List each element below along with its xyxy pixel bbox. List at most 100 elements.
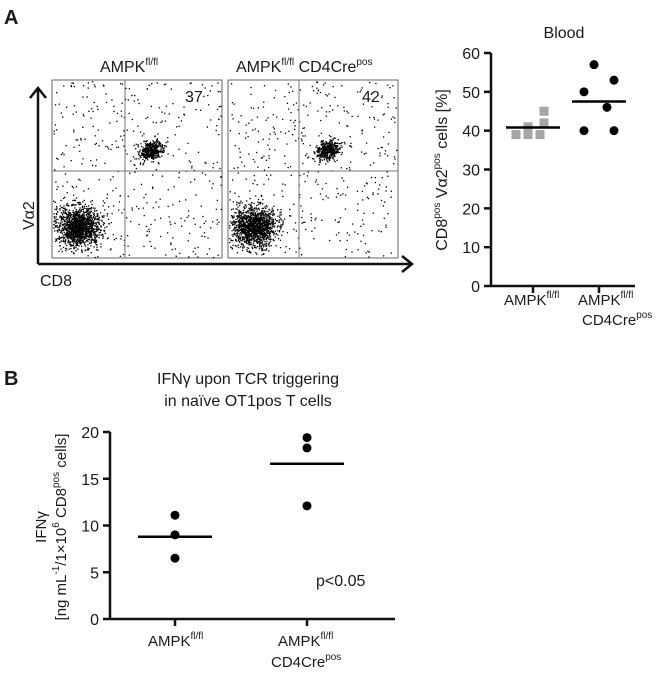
flow-event [314,227,316,229]
flow-event [326,148,328,150]
flow-event [262,106,265,108]
flow-event [236,230,238,232]
flow-event [189,82,191,85]
flow-event [146,155,148,157]
flow-event [254,239,256,242]
flow-event [139,154,141,157]
flow-event [272,214,274,217]
flow-event [334,144,337,147]
flow-event [83,241,85,243]
flow-event [155,150,157,153]
flow-event [250,222,252,224]
flow-event [287,83,289,85]
flow-event [95,142,98,145]
flow-event [73,223,75,225]
flow-event [94,207,96,209]
flow-event [106,197,108,199]
flow-event [323,142,325,144]
flow-event [254,218,256,220]
x-axis-arrowhead [401,255,415,273]
flow-event [239,156,241,159]
flow-event [73,220,76,223]
flow-event [84,203,86,205]
flow-event [257,215,259,217]
flow-event [253,246,256,249]
flow-event [319,193,322,195]
flow-event [268,148,271,150]
flow-event [273,194,275,196]
flow-event [324,143,327,145]
flow-event [161,120,163,122]
flow-event [157,153,159,156]
flow-event [245,239,247,241]
flow-event [361,219,364,221]
flow-event [263,216,265,218]
flow-event [95,159,98,161]
flow-event [79,220,82,223]
flow-event [255,236,257,238]
flow-event [325,153,327,156]
flow-event [62,215,64,218]
flow-event [89,226,91,228]
flow-event [385,186,387,188]
flow-event [249,190,251,192]
flow-event [141,145,143,148]
flow-event [146,150,148,152]
flow-event [253,221,255,223]
flow-event [187,215,190,217]
flow-event [251,228,253,231]
ifng-y-tick-label: 10 [81,519,99,536]
flow-event [55,218,57,221]
flow-event [73,253,75,255]
flow-event [83,220,85,222]
flow-event [148,151,150,153]
flow-event [164,145,166,147]
flow-event [258,231,260,233]
flow-event [81,220,83,223]
flow-event [248,251,250,253]
flow-event [212,221,214,223]
flow-event [197,256,199,258]
flow-event [110,248,112,250]
flow-event [123,145,125,147]
flow-event [279,225,281,227]
flow-event [65,239,67,241]
flow-event [57,218,59,221]
flow-event [321,159,323,161]
flow-event [259,213,262,216]
flow-event [242,238,244,240]
flow-event [69,225,72,227]
flow-event [93,215,96,217]
flow-event [243,207,246,210]
flow-event [53,200,55,202]
flow-event [321,219,323,222]
flow-event [107,148,110,150]
flow-event [86,249,89,251]
flow-event [76,234,79,236]
flow-event [311,230,313,232]
flow-event [74,219,77,221]
flow-event [98,145,100,147]
flow-event [141,149,144,151]
flow-event [330,149,332,152]
flow-event [230,215,233,217]
flow-event [258,221,260,223]
flow-event [145,117,147,120]
flow-event [247,235,249,237]
flow-event [67,215,69,218]
flow-event [90,206,93,209]
flow-event [262,228,264,230]
flow-event [77,217,79,219]
flow-event [252,216,254,218]
flow-plot-1-title: AMPKfl/fl [100,57,158,76]
flow-event [271,217,273,219]
flow-event [91,236,93,238]
flow-event [258,232,260,234]
flow-event [90,229,93,231]
flow-event [83,224,86,226]
flow-event [256,232,258,234]
flow-event [270,245,272,247]
flow-event [379,152,381,154]
flow-event [245,215,247,218]
flow-event [321,155,324,157]
